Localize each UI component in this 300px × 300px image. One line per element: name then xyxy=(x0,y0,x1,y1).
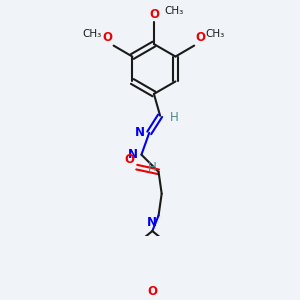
Text: CH₃: CH₃ xyxy=(83,29,102,39)
Text: CH₃: CH₃ xyxy=(164,6,183,16)
Text: O: O xyxy=(149,8,159,21)
Text: O: O xyxy=(196,31,206,44)
Text: N: N xyxy=(147,217,157,230)
Text: H: H xyxy=(148,161,156,174)
Text: O: O xyxy=(124,153,134,166)
Text: O: O xyxy=(147,285,157,298)
Text: N: N xyxy=(128,148,137,161)
Text: O: O xyxy=(102,31,112,44)
Text: N: N xyxy=(135,126,145,140)
Text: CH₃: CH₃ xyxy=(206,29,225,39)
Text: H: H xyxy=(169,111,178,124)
